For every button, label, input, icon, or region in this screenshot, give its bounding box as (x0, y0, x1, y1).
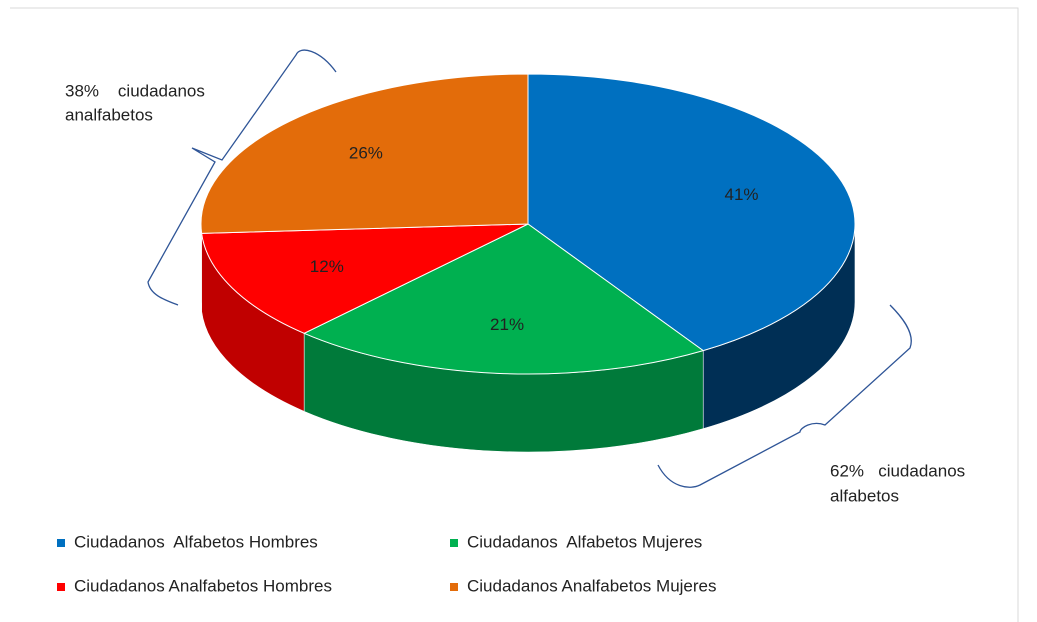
pie-slice (201, 223, 529, 334)
data-label: 41% (725, 185, 759, 204)
annotation: alfabetos (830, 486, 899, 505)
pie-side (200, 223, 202, 312)
bracket (147, 49, 337, 306)
legend-label: Ciudadanos Analfabetos Hombres (74, 576, 332, 595)
frame (10, 7, 1019, 622)
bracket (657, 304, 912, 488)
legend-marker (57, 539, 65, 547)
legend-marker (450, 583, 458, 591)
pie-slice (527, 73, 856, 352)
annotation: analfabetos (65, 105, 153, 124)
data-label: 26% (349, 144, 383, 163)
data-label: 21% (490, 315, 524, 334)
annotation: 38% ciudadanos (65, 81, 205, 100)
data-label: 12% (310, 257, 344, 276)
legend-marker (450, 539, 458, 547)
legend-label: Ciudadanos Analfabetos Mujeres (467, 576, 717, 595)
pie-slice (200, 73, 529, 234)
legend-marker (57, 583, 65, 591)
annotation: 62% ciudadanos (830, 461, 965, 480)
legend-label: Ciudadanos Alfabetos Mujeres (467, 532, 702, 551)
pie-slice (302, 223, 705, 375)
legend-label: Ciudadanos Alfabetos Hombres (74, 532, 318, 551)
